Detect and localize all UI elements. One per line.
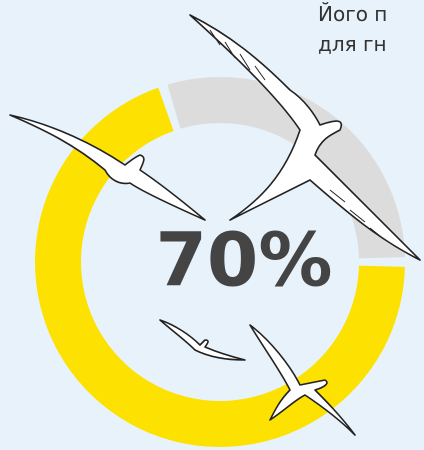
donut-chart: 70%	[0, 0, 424, 450]
bird-small	[160, 320, 245, 360]
infographic: Його п для гн 70%	[0, 0, 424, 450]
center-label: 70%	[155, 218, 332, 304]
